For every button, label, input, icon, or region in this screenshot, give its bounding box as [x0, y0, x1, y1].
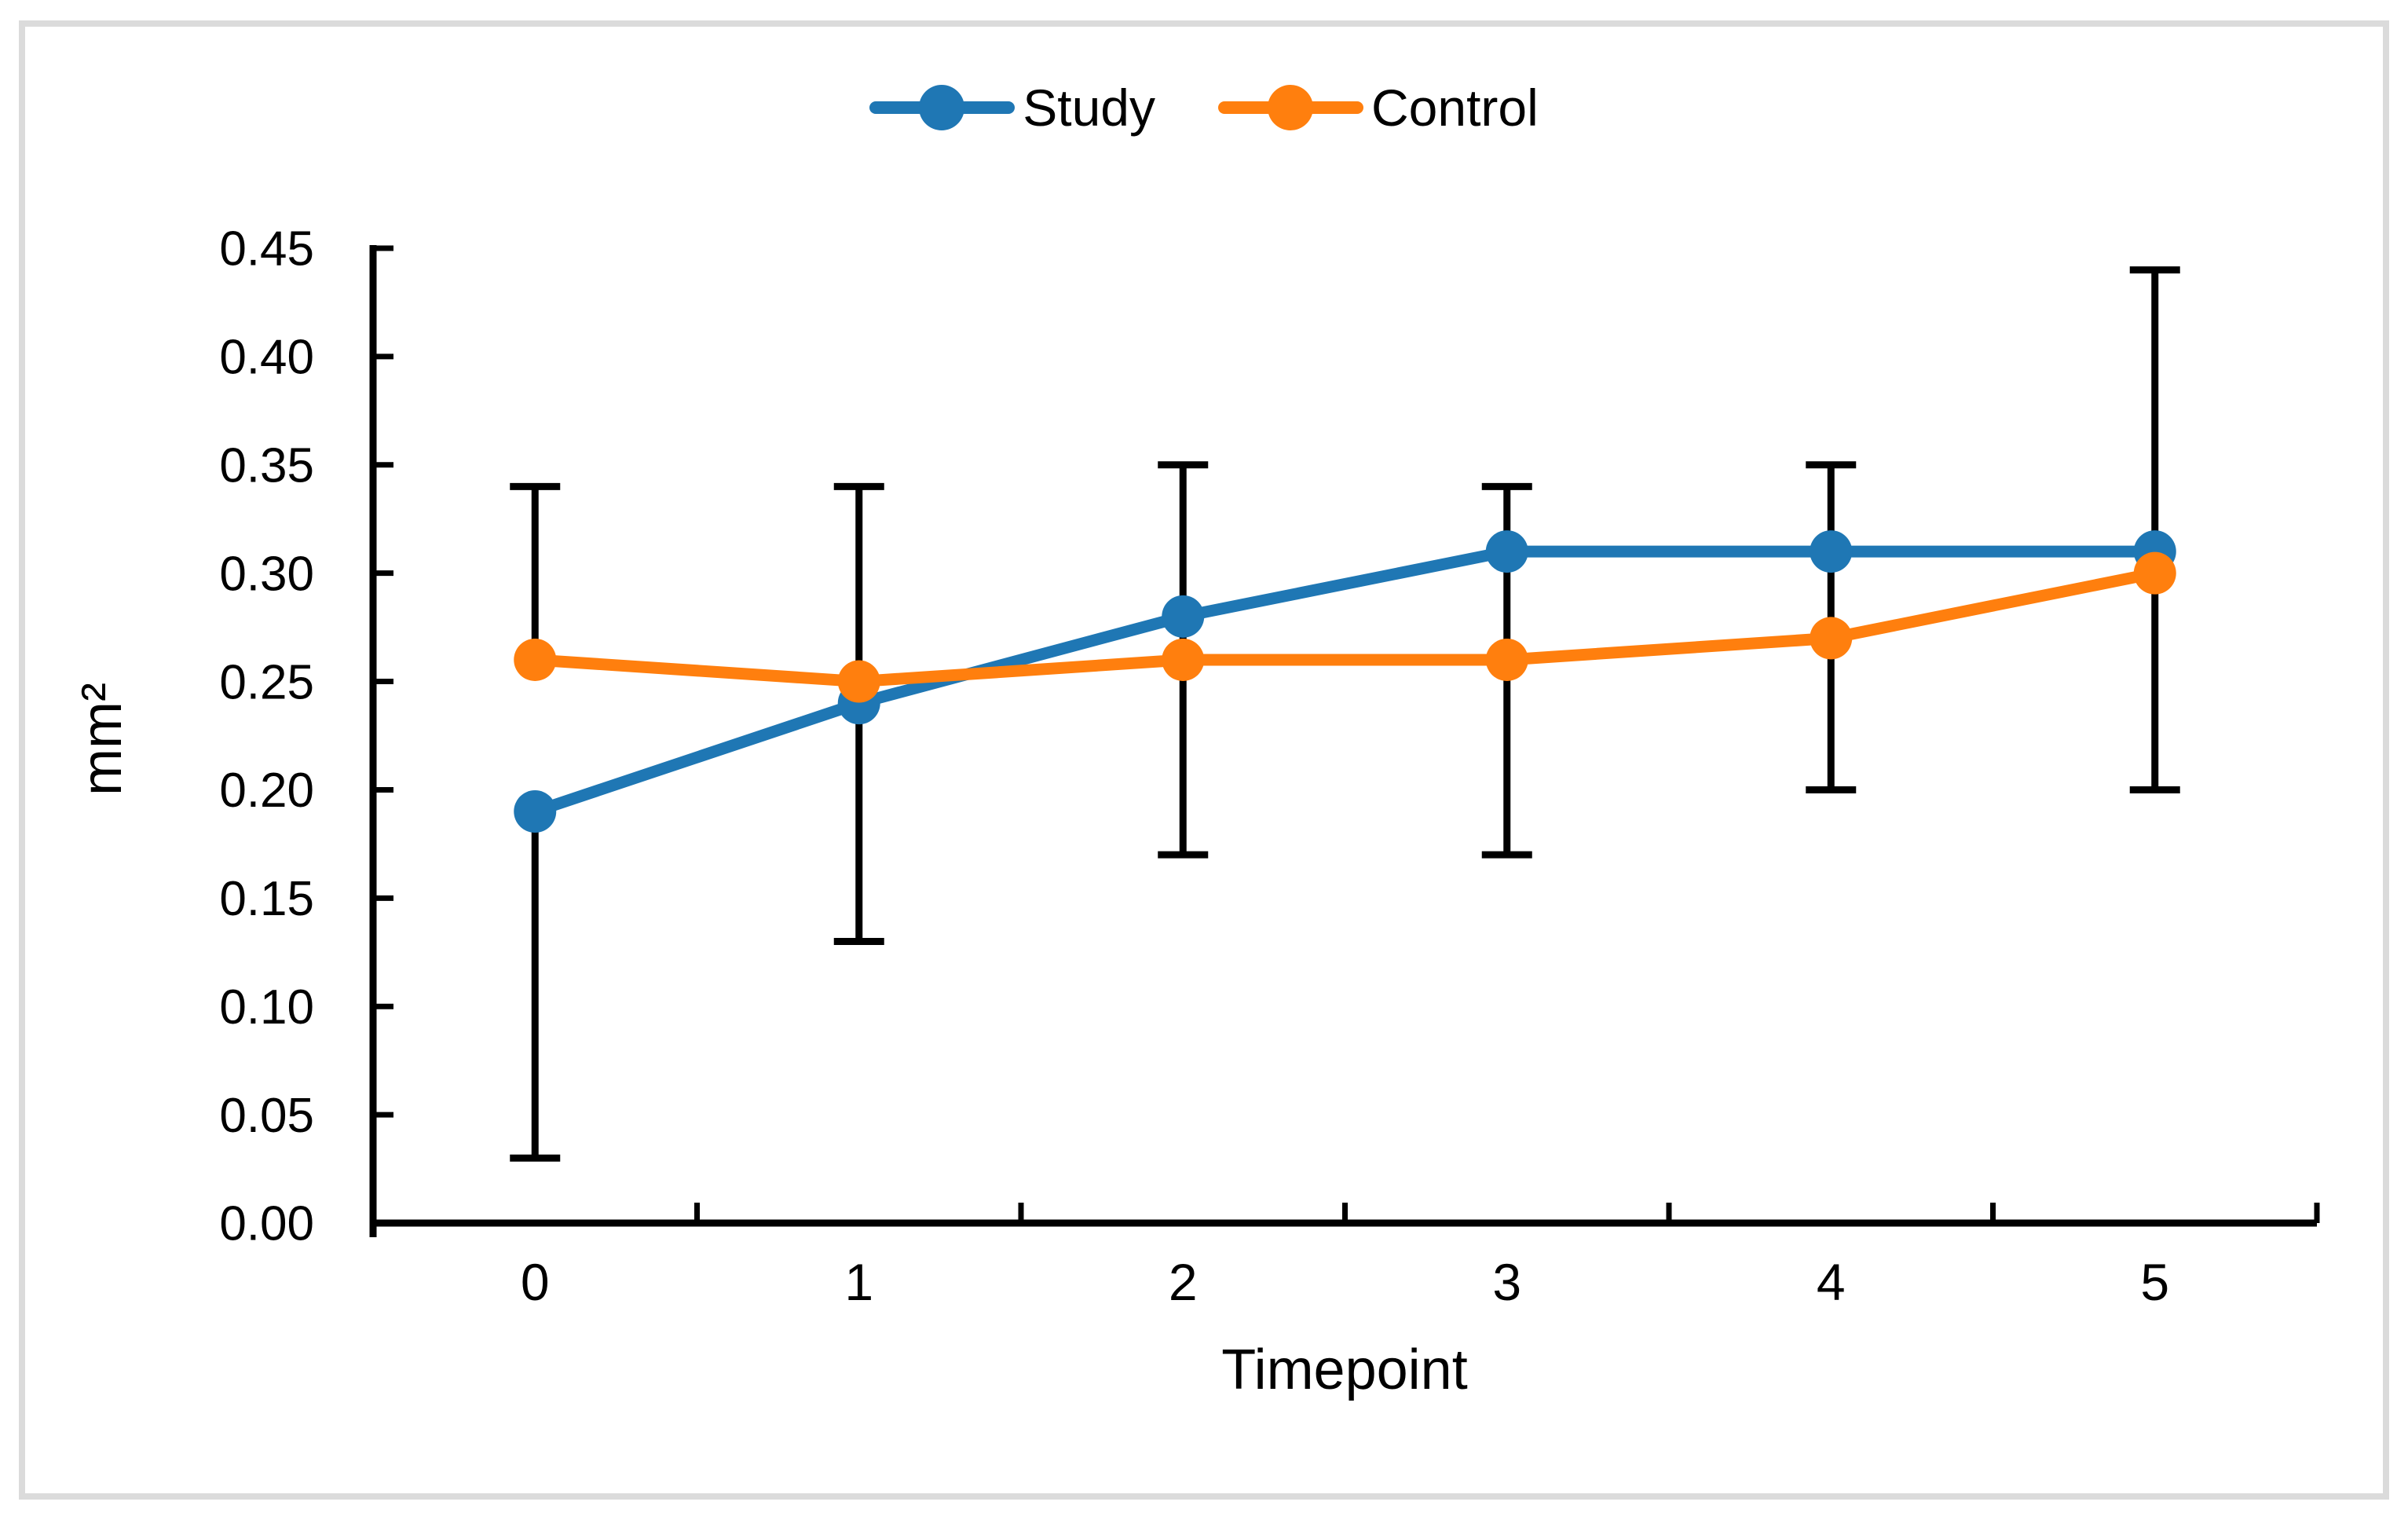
x-tick-label: 3: [1492, 1253, 1521, 1311]
data-point-study: [1485, 530, 1528, 573]
y-tick-label: 0.00: [219, 1197, 314, 1251]
chart-legend: Study Control: [0, 82, 2408, 134]
data-point-control: [514, 638, 557, 681]
y-axis-title: mm²: [71, 683, 134, 796]
data-point-control: [1810, 617, 1853, 660]
y-tick-label: 0.45: [219, 222, 314, 277]
x-tick-label: 0: [521, 1253, 550, 1311]
y-tick-label: 0.35: [219, 438, 314, 493]
data-point-study: [514, 790, 557, 833]
x-tick-label: 5: [2140, 1253, 2169, 1311]
data-point-control: [1485, 638, 1528, 681]
y-tick-label: 0.20: [219, 764, 314, 818]
data-point-control: [1162, 638, 1205, 681]
data-point-study: [1810, 530, 1853, 573]
control-series-marker-icon: [1218, 84, 1363, 131]
series-line-study: [529, 545, 2161, 818]
x-axis-title: Timepoint: [1221, 1339, 1468, 1401]
y-tick-label: 0.05: [219, 1089, 314, 1143]
legend-label-study: Study: [1023, 79, 1155, 137]
y-tick-label: 0.15: [219, 872, 314, 926]
legend-label-control: Control: [1371, 79, 1539, 137]
y-tick-label: 0.30: [219, 547, 314, 601]
series-line-control: [529, 567, 2161, 688]
legend-item-control: Control: [1218, 82, 1539, 134]
legend-item-study: Study: [869, 82, 1155, 134]
data-point-control: [2133, 551, 2176, 595]
y-tick-label: 0.40: [219, 331, 314, 385]
x-tick-label: 4: [1817, 1253, 1846, 1311]
chart-border-frame: [19, 20, 2389, 1500]
y-tick-label: 0.10: [219, 980, 314, 1035]
x-tick-label: 2: [1169, 1253, 1198, 1311]
x-tick-label: 1: [844, 1253, 873, 1311]
study-series-marker-icon: [869, 84, 1016, 131]
y-tick-label: 0.25: [219, 655, 314, 709]
data-point-study: [1162, 595, 1205, 638]
data-point-control: [837, 660, 880, 703]
